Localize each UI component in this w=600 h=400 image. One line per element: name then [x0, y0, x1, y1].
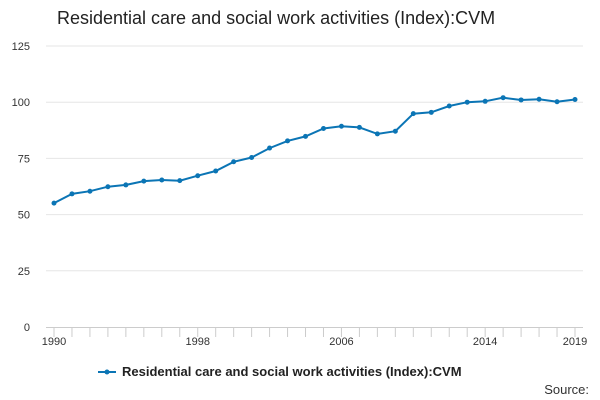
data-point[interactable]	[231, 159, 237, 165]
data-point[interactable]	[87, 188, 93, 194]
data-point[interactable]	[374, 131, 380, 137]
x-tick-label: 1990	[42, 336, 66, 348]
y-tick-label: 25	[18, 266, 30, 278]
data-point[interactable]	[392, 128, 398, 134]
x-tick-label: 2019	[563, 336, 587, 348]
legend-label: Residential care and social work activit…	[122, 364, 462, 379]
data-point[interactable]	[518, 97, 524, 103]
data-point[interactable]	[410, 111, 416, 117]
x-tick-label: 2014	[473, 336, 497, 348]
y-axis: 0 25 50 75 100 125	[12, 41, 30, 334]
data-point[interactable]	[141, 178, 147, 184]
data-point[interactable]	[356, 124, 362, 130]
data-point[interactable]	[249, 155, 255, 161]
y-tick-label: 0	[24, 322, 30, 334]
legend[interactable]: Residential care and social work activit…	[98, 364, 462, 379]
data-point[interactable]	[69, 191, 75, 197]
data-point[interactable]	[554, 99, 560, 105]
data-point[interactable]	[572, 97, 578, 103]
x-tick-label: 2006	[329, 336, 353, 348]
data-point[interactable]	[195, 173, 201, 179]
source-label: Source:	[544, 382, 589, 397]
x-axis: 1990 1998 2006 2014 2019	[42, 327, 587, 348]
data-point[interactable]	[123, 182, 129, 188]
data-point[interactable]	[482, 98, 488, 104]
data-point[interactable]	[464, 99, 470, 105]
data-point[interactable]	[285, 138, 291, 144]
data-point[interactable]	[159, 177, 165, 183]
y-tick-label: 100	[12, 97, 30, 109]
data-point[interactable]	[446, 103, 452, 109]
data-point[interactable]	[536, 96, 542, 102]
data-point[interactable]	[500, 95, 506, 101]
data-points	[51, 95, 578, 206]
chart-title: Residential care and social work activit…	[57, 8, 496, 28]
data-point[interactable]	[105, 184, 111, 190]
y-tick-label: 125	[12, 41, 30, 53]
data-point[interactable]	[320, 126, 326, 132]
grid-lines	[46, 45, 583, 272]
data-point[interactable]	[51, 200, 57, 206]
data-point[interactable]	[338, 123, 344, 129]
y-tick-label: 50	[18, 210, 30, 222]
data-point[interactable]	[213, 168, 219, 174]
x-tick-label: 1998	[185, 336, 209, 348]
data-point[interactable]	[428, 109, 434, 115]
series-line	[53, 96, 576, 204]
data-point[interactable]	[177, 178, 183, 184]
data-point[interactable]	[303, 133, 309, 139]
legend-line-icon	[98, 369, 116, 374]
data-point[interactable]	[267, 145, 273, 151]
y-tick-label: 75	[18, 153, 30, 165]
